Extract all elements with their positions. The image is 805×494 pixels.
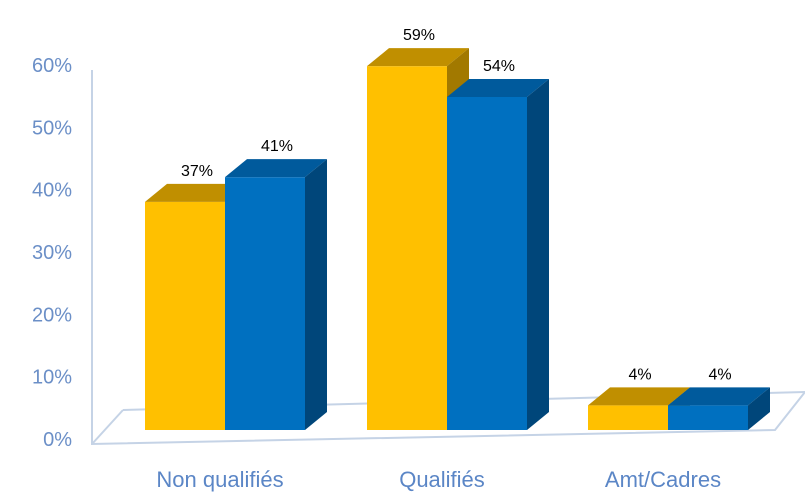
y-tick-label: 30%: [32, 242, 72, 264]
bar-front: [668, 405, 748, 430]
x-axis-categories: Non qualifiés Qualifiés Amt/Cadres: [156, 467, 721, 492]
bar: [668, 387, 770, 430]
y-tick-label: 40%: [32, 180, 72, 202]
data-label: 37%: [181, 163, 213, 180]
bar-front: [145, 201, 225, 430]
x-category-label: Amt/Cadres: [605, 467, 721, 492]
y-tick-label: 60%: [32, 55, 72, 77]
bar-front: [225, 177, 305, 430]
data-label: 54%: [483, 58, 515, 75]
x-category-label: Non qualifiés: [156, 467, 283, 492]
data-label: 59%: [403, 27, 435, 44]
bar-front: [588, 405, 668, 430]
floor-left-edge: [91, 409, 124, 445]
bar-top: [225, 159, 327, 178]
bar-top: [447, 79, 549, 97]
bar-top: [145, 183, 247, 202]
bar-side: [527, 79, 549, 430]
bar-top: [588, 387, 690, 406]
y-tick-label: 0%: [43, 429, 72, 451]
bar-front: [367, 66, 447, 431]
axis-frame: [91, 70, 805, 446]
bar-front: [447, 97, 527, 430]
y-tick-label: 50%: [32, 117, 72, 139]
bar: [225, 159, 327, 430]
bar-side: [748, 387, 770, 430]
bars: [145, 48, 770, 431]
bar-top: [668, 387, 770, 406]
bar: [447, 79, 549, 430]
data-label: 41%: [261, 138, 293, 155]
x-category-label: Qualifiés: [399, 467, 485, 492]
data-label: 4%: [628, 366, 651, 383]
y-tick-label: 20%: [32, 304, 72, 326]
y-tick-label: 10%: [32, 367, 72, 389]
bar-side: [305, 159, 327, 430]
y-axis-ticks: 0% 10% 20% 30% 40% 50% 60%: [32, 55, 72, 451]
data-labels: 37% 41% 59% 54% 4% 4%: [181, 27, 732, 383]
bar-top: [367, 48, 469, 67]
data-label: 4%: [708, 366, 731, 383]
